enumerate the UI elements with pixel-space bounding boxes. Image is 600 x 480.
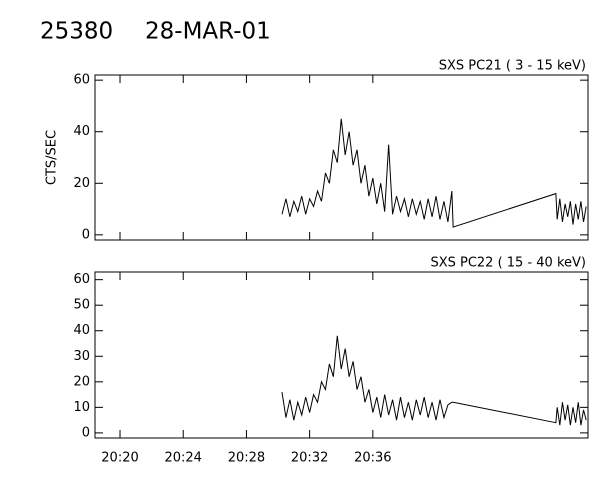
x-tick-label: 20:32 (291, 451, 328, 466)
panel-title: SXS PC21 ( 3 - 15 keV) (439, 59, 586, 74)
y-tick-label: 10 (73, 400, 90, 415)
y-tick-label: 40 (73, 124, 90, 139)
plot-frame (94, 74, 589, 241)
y-tick-label: 40 (73, 323, 90, 338)
y-tick-label: 50 (73, 298, 90, 313)
y-tick-label: 60 (73, 73, 90, 88)
x-tick-label: 20:20 (101, 451, 138, 466)
count-rate-line (281, 118, 587, 228)
y-tick-label: 0 (82, 425, 90, 440)
plot-frame (94, 271, 589, 439)
y-tick-label: 20 (73, 374, 90, 389)
y-tick-label: 30 (73, 349, 90, 364)
y-axis-label: CTS/SEC (45, 130, 60, 185)
x-tick-label: 20:36 (354, 451, 391, 466)
count-rate-line (281, 335, 587, 426)
observation-date: 28-MAR-01 (145, 19, 271, 45)
x-tick-label: 20:24 (164, 451, 201, 466)
x-tick-label: 20:28 (228, 451, 265, 466)
panel-title: SXS PC22 ( 15 - 40 keV) (430, 256, 586, 271)
y-tick-label: 20 (73, 176, 90, 191)
observation-id: 25380 (40, 19, 113, 45)
y-tick-label: 60 (73, 272, 90, 287)
y-tick-label: 0 (82, 227, 90, 242)
